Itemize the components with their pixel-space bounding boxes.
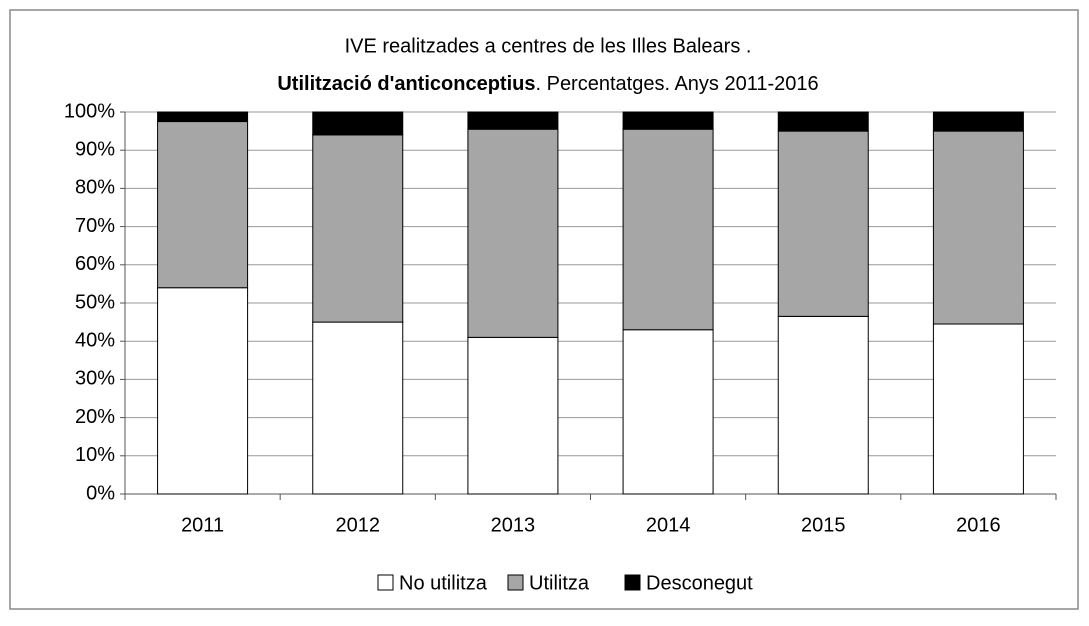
bar-segment — [157, 111, 249, 123]
chart-subtitle: Utilització d'anticonceptius. Percentatg… — [277, 73, 818, 95]
bar-segment — [157, 121, 249, 289]
y-tick-label: 80% — [75, 177, 115, 199]
bar-segment — [622, 111, 714, 130]
legend-swatch — [377, 574, 394, 591]
bar-segment — [312, 321, 404, 495]
bar-segment — [622, 128, 714, 331]
y-tick-label: 100% — [64, 100, 115, 122]
bar-segment — [932, 323, 1024, 495]
x-tick-label: 2016 — [956, 514, 1001, 536]
y-tick-label: 90% — [75, 138, 115, 160]
bar-segment — [777, 111, 869, 132]
y-tick-label: 40% — [75, 329, 115, 351]
y-tick-label: 30% — [75, 368, 115, 390]
legend-swatch — [624, 574, 641, 591]
x-tick-label: 2012 — [336, 514, 381, 536]
legend-label: No utilitza — [399, 572, 488, 594]
legend-swatch — [507, 574, 524, 591]
chart-title: IVE realitzades a centres de les Illes B… — [345, 35, 752, 57]
subtitle-rest: . Percentatges. Anys 2011-2016 — [535, 73, 818, 95]
y-tick-label: 50% — [75, 291, 115, 313]
legend-label: Utilitza — [529, 572, 590, 594]
bar-segment — [467, 128, 559, 338]
subtitle-bold: Utilització d'anticonceptius — [277, 73, 535, 95]
bar-segment — [777, 130, 869, 317]
bar-segment — [312, 134, 404, 323]
bar-segment — [467, 336, 559, 495]
y-tick-label: 60% — [75, 253, 115, 275]
bar-segment — [932, 130, 1024, 325]
x-tick-label: 2011 — [181, 514, 224, 536]
bar-segment — [467, 111, 559, 130]
y-tick-label: 20% — [75, 406, 115, 428]
bar-segment — [932, 111, 1024, 132]
y-tick-label: 10% — [75, 444, 115, 466]
x-tick-label: 2014 — [646, 514, 691, 536]
legend-label: Desconegut — [646, 572, 753, 594]
y-tick-label: 70% — [75, 215, 115, 237]
bar-segment — [777, 315, 869, 495]
bar-segment — [312, 111, 404, 136]
bar-segment — [157, 287, 249, 495]
bar-segment — [622, 329, 714, 495]
x-tick-label: 2013 — [491, 514, 536, 536]
y-tick-label: 0% — [86, 482, 115, 504]
x-tick-label: 2015 — [801, 514, 846, 536]
